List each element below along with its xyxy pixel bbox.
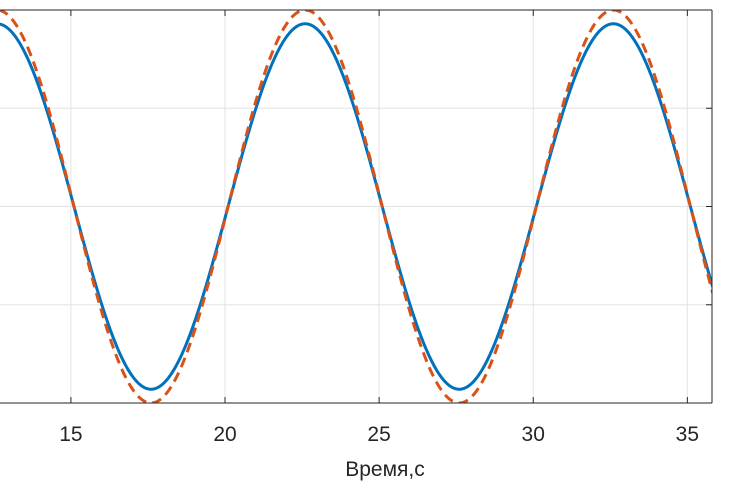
x-tick-label: 15	[59, 423, 82, 446]
series-line-solid	[0, 22, 712, 391]
x-tick-label: 35	[676, 423, 699, 446]
series-lines	[0, 10, 712, 403]
x-tick-label: 30	[522, 423, 545, 446]
x-axis-label: Время,с	[345, 458, 425, 481]
grid	[0, 10, 712, 403]
series-line-dashed	[0, 10, 712, 403]
x-tick-label: 20	[213, 423, 236, 446]
x-tick-label: 25	[367, 423, 390, 446]
x-ticks: 15 20 25 30 35	[59, 10, 712, 446]
